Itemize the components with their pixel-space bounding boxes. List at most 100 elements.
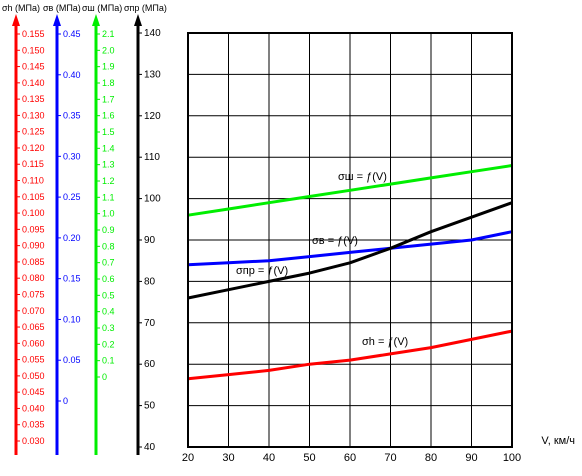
axis-tick-label-sigma_b: 0.25: [63, 192, 81, 202]
axis-tick-label-sigma_sh: 0.9: [102, 225, 115, 235]
axis-tick-label-sigma_sh: 0.3: [102, 323, 115, 333]
axis-tick-label-sigma_h: 0.030: [22, 436, 45, 446]
axis-tick-label-sigma_sh: 0.1: [102, 356, 115, 366]
x-tick-label: 90: [465, 452, 477, 464]
axis-tick-label-sigma_h: 0.130: [22, 110, 45, 120]
axis-tick-label-sigma_sh: 1.6: [102, 111, 115, 121]
axis-tick-label-sigma_pr: 110: [144, 152, 160, 163]
axis-arrow-sigma_b: [53, 14, 61, 26]
axis-sigma_h: σh (МПа) 0.030 0.035 0.040 0.045 0.050 0.055 0.…: [2, 3, 45, 455]
x-tick-label: 40: [263, 452, 275, 464]
axis-tick-label-sigma_sh: 1.5: [102, 127, 115, 137]
x-tick-label: 70: [384, 452, 396, 464]
series-label-1: σв = ƒ(V): [312, 235, 358, 247]
axis-tick-label-sigma_h: 0.115: [22, 159, 44, 169]
axis-title-sigma_pr: σпр (МПа): [124, 3, 167, 13]
axis-tick-label-sigma_b: 0.35: [63, 111, 81, 121]
axis-arrow-sigma_h: [12, 14, 20, 26]
axis-sigma_pr: σпр (МПа) 40 50 60 70 80 90 100 110 120 130 140: [124, 3, 167, 455]
axis-tick-label-sigma_sh: 1.7: [102, 94, 115, 104]
axis-tick-label-sigma_h: 0.135: [22, 94, 45, 104]
axis-tick-label-sigma_b: 0.15: [63, 274, 81, 284]
axis-tick-label-sigma_sh: 0: [102, 372, 107, 382]
axis-tick-label-sigma_h: 0.045: [22, 387, 45, 397]
series-line-3: [187, 329, 513, 381]
axis-tick-label-sigma_sh: 0.2: [102, 339, 115, 349]
series-label-3: σh = ƒ(V): [362, 336, 408, 348]
axis-tick-label-sigma_b: 0.10: [63, 314, 81, 324]
axis-tick-label-sigma_sh: 0.4: [102, 307, 115, 317]
axis-tick-label-sigma_b: 0.20: [63, 233, 81, 243]
plot-frame: [187, 32, 513, 448]
x-tick-label: 50: [303, 452, 315, 464]
axis-tick-label-sigma_sh: 0.6: [102, 274, 115, 284]
x-tick-label: 100: [503, 452, 521, 464]
axis-tick-label-sigma_pr: 60: [144, 359, 156, 370]
axis-tick-label-sigma_pr: 40: [144, 442, 156, 453]
axis-tick-label-sigma_h: 0.145: [22, 62, 45, 72]
axis-title-sigma_b: σв (МПа): [43, 3, 81, 13]
axis-tick-label-sigma_sh: 0.5: [102, 290, 115, 300]
axis-tick-label-sigma_sh: 1.9: [102, 62, 115, 72]
series-labels: σш = ƒ(V) σв = ƒ(V) σпр = ƒ(V) σh = ƒ(V): [236, 171, 408, 348]
x-tick-label: 30: [222, 452, 234, 464]
axis-tick-label-sigma_pr: 100: [144, 194, 161, 205]
stress-axes: σh (МПа)0.0300.0350.0400.0450.0500.0550.…: [2, 3, 167, 455]
axis-tick-label-sigma_pr: 90: [144, 235, 156, 246]
axis-tick-label-sigma_h: 0.065: [22, 322, 45, 332]
axis-tick-label-sigma_h: 0.035: [22, 420, 45, 430]
series-line-2: [187, 201, 513, 300]
axis-tick-label-sigma_sh: 2.0: [102, 45, 115, 55]
axis-tick-label-sigma_h: 0.155: [22, 29, 45, 39]
plot-area: σш = ƒ(V) σв = ƒ(V) σпр = ƒ(V) σh = ƒ(V): [187, 32, 513, 448]
axis-tick-label-sigma_h: 0.150: [22, 45, 45, 55]
axis-tick-label-sigma_sh: 1.1: [102, 192, 115, 202]
series-line-1: [187, 230, 513, 267]
axis-tick-label-sigma_pr: 130: [144, 69, 161, 80]
x-tick-label: 20: [182, 452, 194, 464]
axis-tick-label-sigma_h: 0.060: [22, 338, 45, 348]
axis-tick-label-sigma_h: 0.100: [22, 208, 45, 218]
x-tick-label: 80: [425, 452, 437, 464]
axis-tick-label-sigma_h: 0.075: [22, 289, 45, 299]
axis-tick-label-sigma_b: 0.30: [63, 151, 81, 161]
axis-tick-label-sigma_h: 0.095: [22, 224, 45, 234]
axis-tick-label-sigma_h: 0.110: [22, 176, 44, 186]
axis-tick-label-sigma_sh: 0.8: [102, 241, 115, 251]
x-axis: 20 30 40 50 60 70 80 90 100 V, км/ч: [182, 435, 575, 464]
axis-tick-label-sigma_h: 0.040: [22, 403, 45, 413]
axis-tick-label-sigma_h: 0.090: [22, 241, 45, 251]
axis-tick-label-sigma_pr: 50: [144, 401, 156, 412]
axis-title-sigma_h: σh (МПа): [2, 3, 40, 13]
axis-tick-label-sigma_pr: 140: [144, 28, 161, 39]
axis-tick-label-sigma_h: 0.055: [22, 355, 45, 365]
axis-tick-label-sigma_sh: 2.1: [102, 29, 115, 39]
axis-tick-label-sigma_h: 0.120: [22, 143, 45, 153]
axis-tick-label-sigma_b: 0.45: [63, 29, 81, 39]
axis-arrow-sigma_pr: [134, 14, 142, 26]
axis-tick-label-sigma_sh: 1.0: [102, 209, 115, 219]
series-line-0: [187, 164, 513, 217]
axis-tick-label-sigma_sh: 1.2: [102, 176, 115, 186]
axis-tick-label-sigma_h: 0.080: [22, 273, 45, 283]
axis-tick-label-sigma_h: 0.140: [22, 78, 45, 88]
axis-tick-label-sigma_pr: 80: [144, 276, 156, 287]
axis-tick-label-sigma_sh: 1.3: [102, 160, 115, 170]
axis-sigma_sh: σш (МПа) 0 0.1 0.2 0.3 0.4 0.5 0.6 0.7 0.8 0.9 1.0 1…: [82, 3, 122, 455]
axis-tick-label-sigma_h: 0.125: [22, 127, 45, 137]
axis-tick-label-sigma_b: 0: [63, 396, 68, 406]
axis-tick-label-sigma_h: 0.085: [22, 257, 45, 267]
axis-tick-label-sigma_b: 0.40: [63, 70, 81, 80]
axis-tick-label-sigma_h: 0.050: [22, 371, 45, 381]
axis-tick-label-sigma_sh: 1.4: [102, 143, 115, 153]
series-label-2: σпр = ƒ(V): [236, 265, 288, 277]
axis-tick-label-sigma_h: 0.105: [22, 192, 45, 202]
axis-tick-label-sigma_h: 0.070: [22, 306, 45, 316]
series-label-0: σш = ƒ(V): [338, 171, 387, 183]
axis-tick-label-sigma_b: 0.05: [63, 355, 81, 365]
axis-tick-label-sigma_pr: 120: [144, 111, 161, 122]
axis-tick-label-sigma_pr: 70: [144, 318, 156, 329]
x-axis-label: V, км/ч: [541, 435, 575, 447]
axis-title-sigma_sh: σш (МПа): [82, 3, 122, 13]
